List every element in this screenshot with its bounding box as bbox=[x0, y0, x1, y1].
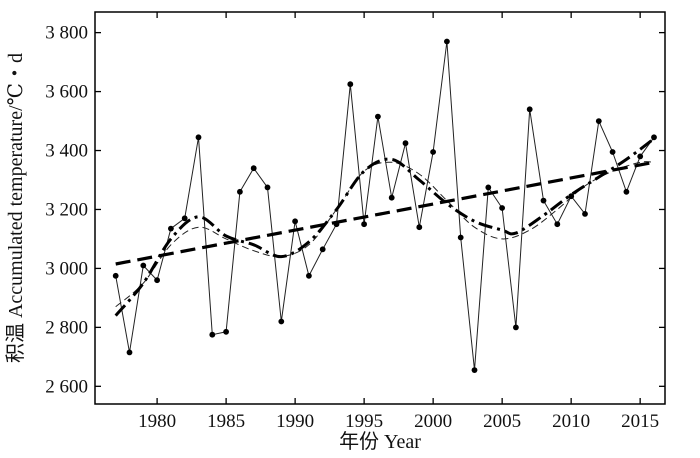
y-tick-label: 3 600 bbox=[45, 82, 88, 103]
observed-data-point bbox=[181, 215, 188, 222]
x-tick-label: 1980 bbox=[138, 411, 176, 432]
observed-data-point bbox=[347, 81, 354, 88]
observed-data-point bbox=[513, 324, 519, 331]
observed-data-point bbox=[651, 134, 657, 141]
observed-data-point bbox=[457, 234, 464, 241]
series-layer bbox=[112, 38, 657, 373]
observed-data-point bbox=[499, 205, 505, 211]
observed-data-point bbox=[540, 197, 547, 204]
y-tick-label: 2 600 bbox=[45, 376, 88, 397]
smoothed-curve-line bbox=[114, 137, 655, 317]
plot-frame bbox=[94, 11, 666, 405]
observed-data-point bbox=[609, 149, 616, 155]
observed-data-point bbox=[595, 118, 602, 124]
x-tick-label: 2005 bbox=[483, 411, 521, 432]
x-tick-label: 2000 bbox=[414, 411, 452, 432]
observed-data-point bbox=[485, 184, 492, 191]
observed-data-point bbox=[140, 262, 147, 269]
x-axis-ticks: 1980 1985 1990 1995 2000 2005 2010 2015 bbox=[138, 12, 659, 432]
y-tick-label: 3 200 bbox=[45, 199, 88, 220]
observed-data-point bbox=[306, 272, 312, 279]
y-axis-ticks: 2 600 2 800 3 000 3 200 3 400 3 600 3 800 bbox=[45, 23, 665, 397]
y-tick-label: 2 800 bbox=[45, 317, 88, 338]
observed-data-point bbox=[278, 318, 285, 325]
x-axis-title: 年份 Year bbox=[339, 430, 421, 453]
observed-data-point bbox=[430, 149, 436, 155]
observed-data-point bbox=[333, 221, 340, 228]
x-tick-label: 1990 bbox=[276, 411, 314, 432]
observed-data-point bbox=[568, 193, 575, 200]
observed-data-point bbox=[388, 194, 395, 201]
observed-series-line bbox=[115, 41, 655, 371]
observed-data-point bbox=[292, 218, 298, 225]
observed-data-point bbox=[582, 211, 588, 217]
observed-data-point bbox=[223, 328, 230, 335]
observed-data-point bbox=[526, 106, 533, 113]
observed-data-point bbox=[471, 367, 478, 373]
observed-data-point bbox=[402, 140, 409, 147]
x-tick-label: 2010 bbox=[552, 411, 590, 432]
y-tick-label: 3 000 bbox=[45, 258, 88, 279]
observed-data-point bbox=[209, 331, 216, 338]
x-tick-label: 1985 bbox=[207, 411, 245, 432]
linear-trend-line bbox=[115, 160, 655, 266]
observed-data-point bbox=[264, 184, 271, 191]
observed-data-point bbox=[637, 153, 644, 160]
observed-data-point bbox=[319, 246, 326, 253]
observed-data-point bbox=[112, 272, 119, 279]
sinusoidal-fit-line bbox=[115, 161, 655, 308]
x-tick-label: 1995 bbox=[345, 411, 383, 432]
observed-data-point bbox=[154, 277, 161, 284]
observed-data-point bbox=[554, 221, 561, 228]
observed-data-point bbox=[195, 134, 202, 141]
observed-data-point bbox=[250, 165, 257, 172]
observed-data-point bbox=[444, 38, 450, 45]
observed-data-point bbox=[237, 188, 243, 195]
observed-data-point bbox=[361, 221, 367, 228]
observed-data-point bbox=[416, 224, 423, 231]
y-tick-label: 3 400 bbox=[45, 141, 88, 162]
y-tick-label: 3 800 bbox=[45, 23, 88, 44]
y-axis-title: 积温 Accumulated temperature/℃・d bbox=[4, 53, 27, 363]
observed-data-point bbox=[375, 113, 381, 120]
observed-data-point bbox=[126, 349, 133, 356]
observed-data-point bbox=[623, 188, 630, 195]
observed-data-point bbox=[168, 225, 174, 232]
x-tick-label: 2015 bbox=[621, 411, 659, 432]
